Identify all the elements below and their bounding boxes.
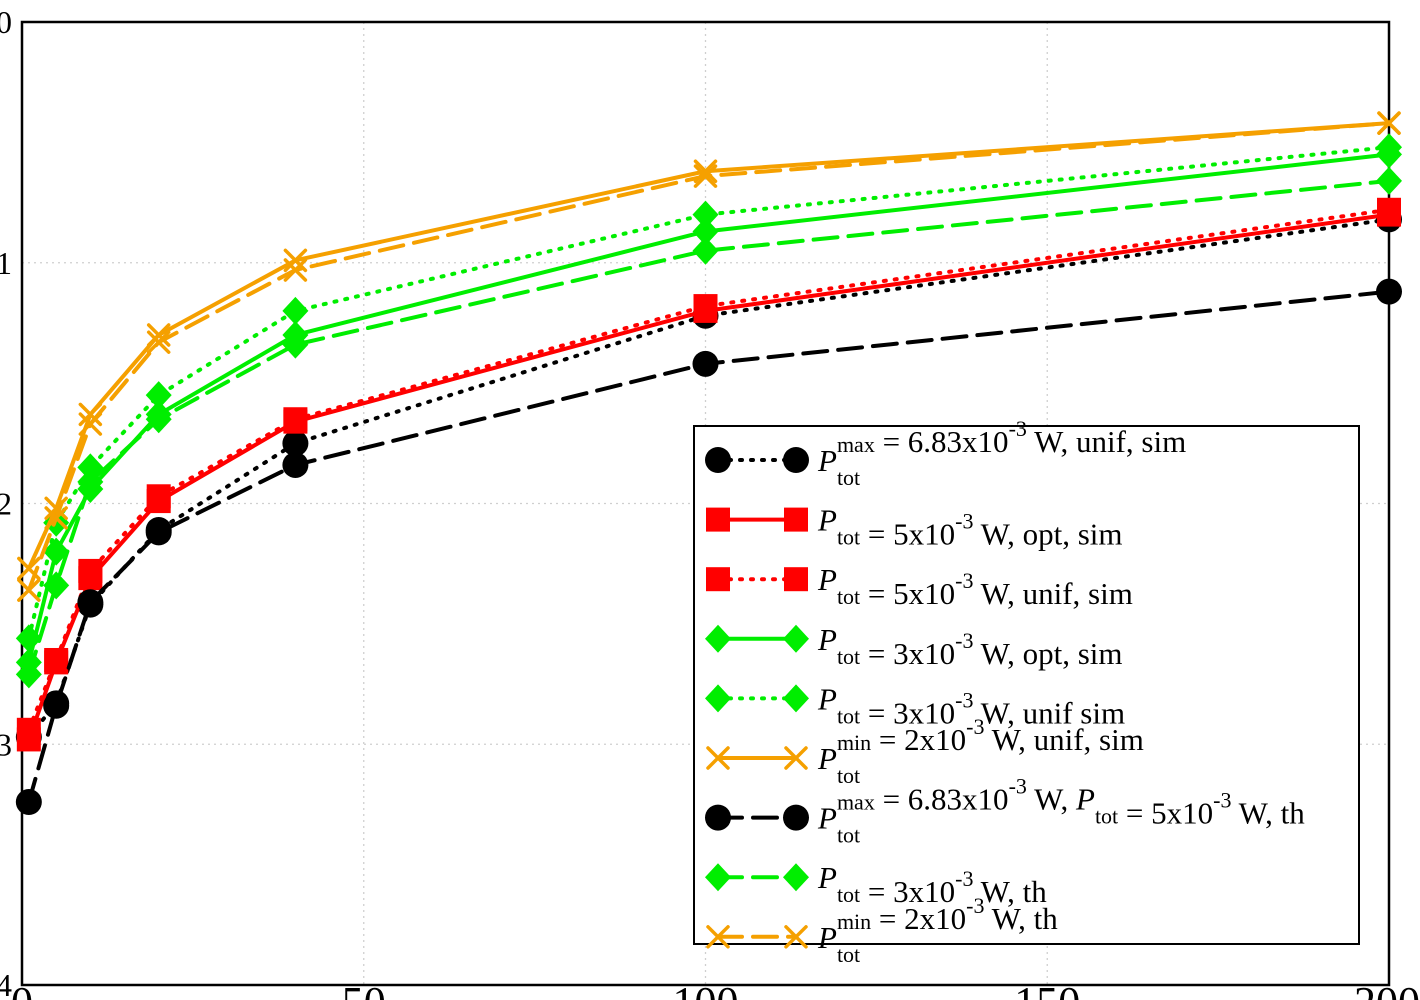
legend-label: Ptotmin = 2x10-3 W, unif, sim (817, 714, 1144, 788)
legend-marker (706, 925, 730, 949)
y-tick-label: 0 (0, 4, 12, 40)
data-point (282, 330, 309, 359)
data-point (44, 647, 69, 672)
data-point (1376, 133, 1402, 162)
legend-marker (705, 804, 731, 831)
data-point (1377, 197, 1401, 222)
data-point (145, 519, 172, 546)
x-tick-label: 0 (11, 978, 33, 1000)
legend-marker (784, 507, 808, 532)
legend-entry: Ptot = 5x10-3 W, unif, sim (706, 562, 1133, 611)
data-point (283, 407, 308, 432)
data-point (282, 430, 309, 457)
legend-marker (705, 684, 731, 713)
data-point (282, 451, 309, 478)
data-point (283, 248, 308, 273)
data-point (44, 506, 68, 530)
y-tick-label: 2 (0, 486, 12, 522)
x-tick-label: 100 (673, 978, 739, 1000)
legend-entry: Ptot = 3x10-3 W, th (705, 860, 1047, 909)
legend-entry: Ptotmax = 6.83x10-3 W, unif, sim (705, 416, 1186, 490)
legend: Ptotmax = 6.83x10-3 W, unif, sim Ptot = 5… (693, 416, 1360, 967)
data-point (1377, 111, 1401, 135)
legend-marker (705, 447, 731, 473)
legend-marker (783, 684, 809, 713)
y-tick-label: 1 (0, 245, 12, 281)
series-3 (16, 197, 1401, 742)
legend-label: Ptot = 5x10-3 W, opt, sim (817, 503, 1123, 552)
legend-entry: Ptot = 3x10-3 W, unif sim (705, 681, 1125, 730)
series-7 (15, 278, 1402, 816)
plot-area-frame (20, 20, 1391, 987)
legend-marker (783, 804, 809, 831)
legend-entry: Ptot = 5x10-3 W, opt, sim (706, 503, 1123, 552)
x-tick-label: 200 (1354, 978, 1420, 1000)
series-8 (15, 166, 1402, 689)
data-point (78, 402, 103, 427)
data-point (15, 660, 42, 689)
legend-marker (783, 447, 809, 473)
data-point (1376, 166, 1402, 195)
x-tick-label: 150 (1014, 978, 1080, 1000)
data-point (43, 692, 70, 719)
data-point (16, 717, 41, 742)
data-point (78, 412, 103, 436)
data-point (77, 467, 104, 496)
legend-marker (783, 863, 809, 892)
data-point (693, 164, 718, 188)
legend-marker (705, 863, 731, 892)
data-point (15, 789, 42, 816)
y-tick-label: 4 (0, 967, 12, 1000)
x-tick-label: 50 (342, 978, 386, 1000)
legend-marker (784, 925, 808, 949)
legend-entry: Ptotmin = 2x10-3 W, unif, sim (706, 714, 1144, 788)
data-point (146, 484, 171, 509)
y-tick-label: 3 (0, 726, 12, 762)
legend-label: Ptotmax = 6.83x10-3 W, Ptot = 5x10-3 W, … (817, 774, 1305, 848)
data-point (77, 589, 104, 616)
legend-label: Ptot = 3x10-3 W, unif sim (817, 681, 1125, 730)
data-point (692, 217, 719, 246)
data-point (145, 405, 172, 434)
legend-marker (784, 567, 808, 592)
data-point (283, 258, 308, 282)
series-9 (17, 111, 1401, 602)
legend-marker (706, 507, 730, 532)
data-point (145, 381, 172, 410)
data-point (282, 296, 309, 325)
legend-label: Ptot = 3x10-3 W, opt, sim (817, 622, 1123, 671)
legend-entry: Ptotmin = 2x10-3 W, th (706, 893, 1058, 967)
data-point (692, 236, 719, 265)
tick-labels: 01234050100150200 (0, 4, 1420, 1000)
data-point (146, 330, 171, 354)
legend-marker (706, 746, 730, 770)
legend-entry: Ptot = 3x10-3 W, opt, sim (705, 622, 1123, 671)
legend-marker (783, 624, 809, 653)
data-point (146, 323, 171, 347)
data-point (15, 624, 42, 653)
legend-marker (706, 567, 730, 592)
legend-marker (784, 746, 808, 770)
series-layer (15, 111, 1402, 816)
data-point (1376, 278, 1402, 305)
legend-label: Ptotmin = 2x10-3 W, th (817, 893, 1058, 967)
legend-label: Ptot = 3x10-3 W, th (817, 860, 1047, 909)
data-point (692, 350, 719, 377)
data-point (17, 578, 41, 602)
data-point (693, 294, 718, 319)
legend-label: Ptotmax = 6.83x10-3 W, unif, sim (817, 416, 1186, 490)
legend-entry: Ptotmax = 6.83x10-3 W, Ptot = 5x10-3 W, … (705, 774, 1305, 848)
legend-label: Ptot = 5x10-3 W, unif, sim (817, 562, 1133, 611)
data-point (692, 200, 719, 229)
legend-marker (705, 624, 731, 653)
data-point (43, 537, 70, 566)
data-point (43, 571, 70, 600)
data-point (78, 558, 103, 583)
